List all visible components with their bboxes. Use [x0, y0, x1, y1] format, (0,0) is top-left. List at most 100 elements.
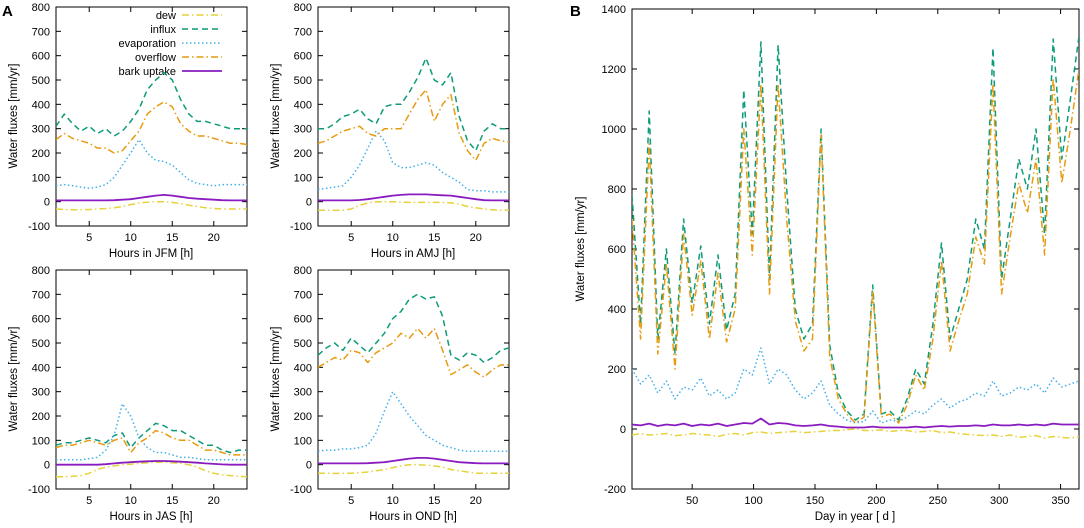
- x-tick-label: 5: [86, 232, 92, 244]
- panel-label-b: B: [570, 3, 581, 20]
- y-axis-label: Water fluxes [mm/yr]: [270, 64, 282, 169]
- y-axis-label: Water fluxes [mm/yr]: [270, 327, 282, 432]
- y-tick-label: 500: [294, 338, 312, 350]
- series-line-overflow: [318, 88, 509, 162]
- x-tick-label: 20: [470, 232, 482, 244]
- y-tick-label: 600: [608, 244, 626, 256]
- y-tick-label: 200: [608, 364, 626, 376]
- y-tick-label: 0: [306, 197, 312, 209]
- series-line-bark-uptake: [632, 417, 1079, 429]
- chart-jfm: -100 0 100 200 300 400 500 600 700 800 5 10 15 20 Hour…: [8, 2, 248, 260]
- series-line-evaporation: [318, 390, 509, 453]
- x-tick-label: 10: [125, 495, 137, 507]
- series-line-dew: [56, 200, 247, 211]
- y-tick-label: 1200: [602, 64, 626, 76]
- series-line-overflow: [318, 327, 509, 378]
- series-line-evaporation: [56, 403, 247, 461]
- y-tick-label: 700: [32, 289, 50, 301]
- y-tick-label: 600: [294, 314, 312, 326]
- series-group: [56, 403, 247, 478]
- series-line-dew: [632, 428, 1079, 439]
- y-tick-label: 700: [32, 26, 50, 38]
- x-tick-label: 5: [86, 495, 92, 507]
- series-line-dew: [56, 461, 247, 478]
- chart-ond: -100 0 100 200 300 400 500 600 700 800 5 10 15 20 Hour…: [270, 265, 510, 523]
- series-group: [318, 57, 509, 212]
- panel-label-a: A: [2, 3, 13, 20]
- y-tick-label: 800: [32, 2, 50, 14]
- series-line-evaporation: [56, 138, 247, 190]
- y-tick-label: 600: [32, 51, 50, 63]
- y-tick-label: -100: [28, 484, 50, 496]
- y-tick-label: 200: [32, 411, 50, 423]
- x-tick-label: 15: [428, 232, 440, 244]
- series-line-bark-uptake: [318, 193, 509, 202]
- y-tick-label: 0: [306, 460, 312, 472]
- x-tick-label: 20: [208, 232, 220, 244]
- x-tick-label: 10: [387, 495, 399, 507]
- series-line-influx: [632, 35, 1079, 421]
- y-tick-label: 1400: [602, 4, 626, 16]
- series-line-overflow: [632, 68, 1079, 424]
- plot-frame: [55, 269, 248, 490]
- x-tick-label: 15: [166, 495, 178, 507]
- y-tick-label: 500: [32, 338, 50, 350]
- y-tick-label: 0: [620, 424, 626, 436]
- y-tick-label: 400: [294, 362, 312, 374]
- y-tick-label: 200: [294, 148, 312, 160]
- y-tick-label: 100: [32, 172, 50, 184]
- y-tick-label: 300: [294, 124, 312, 136]
- y-tick-label: 800: [608, 184, 626, 196]
- y-tick-label: 500: [32, 75, 50, 87]
- x-tick-label: 10: [387, 232, 399, 244]
- y-tick-label: 100: [294, 172, 312, 184]
- y-tick-label: -100: [290, 484, 312, 496]
- y-tick-label: 300: [294, 387, 312, 399]
- legend-label-bark-uptake: bark uptake: [119, 66, 176, 78]
- x-axis-label: Hours in JFM [h]: [109, 248, 193, 260]
- y-tick-label: -100: [290, 221, 312, 233]
- y-tick-label: 200: [294, 411, 312, 423]
- x-tick-label: 350: [1051, 495, 1069, 507]
- y-tick-label: -100: [28, 221, 50, 233]
- series-line-influx: [318, 57, 509, 152]
- series-line-dew: [318, 463, 509, 475]
- series-line-evaporation: [318, 130, 509, 193]
- x-tick-label: 200: [867, 495, 885, 507]
- y-tick-label: 700: [294, 26, 312, 38]
- series-line-dew: [318, 200, 509, 212]
- y-tick-label: 400: [608, 304, 626, 316]
- x-tick-label: 50: [686, 495, 698, 507]
- legend-label-dew: dew: [156, 10, 176, 22]
- y-tick-label: 0: [44, 460, 50, 472]
- y-axis-label: Water fluxes [mm/yr]: [8, 327, 20, 432]
- x-tick-label: 5: [348, 232, 354, 244]
- chart-annual: -200 0 200 400 600 800 1000 1200 1400 50 100 150 200…: [575, 4, 1080, 523]
- y-tick-label: 800: [294, 2, 312, 14]
- y-tick-label: -200: [604, 484, 626, 496]
- y-tick-label: 400: [32, 99, 50, 111]
- chart-jas: -100 0 100 200 300 400 500 600 700 800 5 10 15 20 Hour…: [8, 265, 248, 523]
- x-tick-label: 100: [744, 495, 762, 507]
- x-tick-label: 15: [166, 232, 178, 244]
- series-line-overflow: [56, 101, 247, 154]
- y-tick-label: 800: [32, 265, 50, 277]
- x-tick-label: 300: [990, 495, 1008, 507]
- series-group: [318, 293, 509, 475]
- y-tick-label: 600: [32, 314, 50, 326]
- legend-label-influx: influx: [150, 24, 176, 36]
- x-axis-label: Hours in JAS [h]: [109, 511, 192, 523]
- legend-label-overflow: overflow: [135, 52, 176, 64]
- plot-frame: [55, 6, 248, 227]
- plot-frame: [317, 6, 510, 227]
- series-group: [56, 71, 247, 211]
- y-tick-label: 200: [32, 148, 50, 160]
- y-tick-label: 300: [32, 124, 50, 136]
- series-line-bark-uptake: [318, 456, 509, 465]
- y-tick-label: 600: [294, 51, 312, 63]
- y-tick-label: 100: [294, 435, 312, 447]
- x-tick-label: 250: [929, 495, 947, 507]
- legend: dew influx evaporation overflow bark upt…: [119, 10, 222, 78]
- y-tick-label: 700: [294, 289, 312, 301]
